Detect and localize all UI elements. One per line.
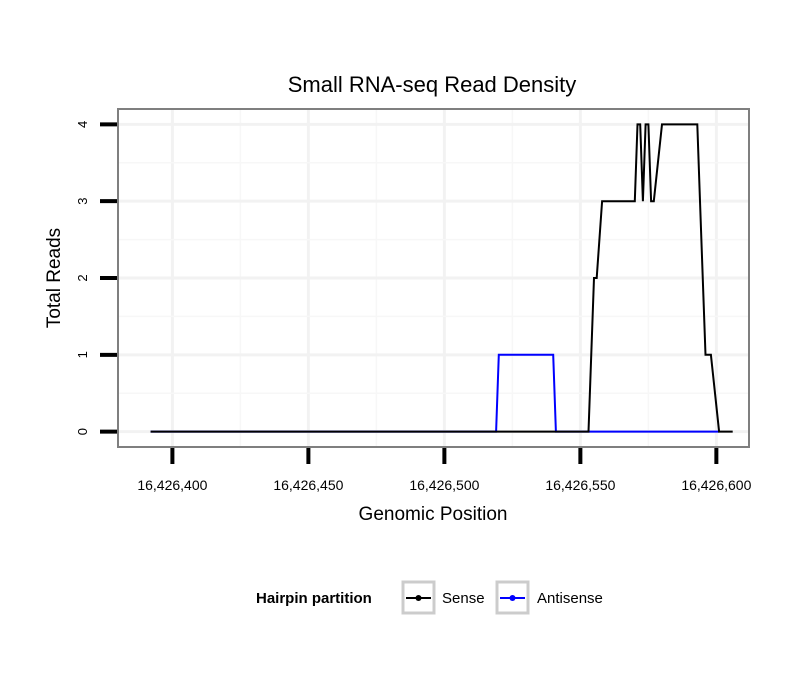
legend-label-sense: Sense — [442, 590, 485, 607]
y-tick-label: 4 — [75, 121, 90, 128]
legend-label-antisense: Antisense — [537, 590, 603, 607]
x-tick-label: 16,426,550 — [545, 477, 615, 493]
chart-title: Small RNA-seq Read Density — [288, 72, 577, 97]
x-axis-title: Genomic Position — [359, 504, 508, 525]
plot-area — [117, 108, 750, 448]
legend-point-antisense — [509, 595, 516, 601]
x-tick-label: 16,426,450 — [273, 477, 343, 493]
legend-point-sense — [415, 595, 422, 601]
y-tick-label: 0 — [75, 428, 90, 435]
y-tick-label: 2 — [75, 274, 90, 281]
legend: Hairpin partition Sense Antisense — [256, 580, 603, 615]
plot-border — [117, 108, 750, 448]
y-axis: 0 1 2 3 4 — [75, 121, 117, 435]
x-tick-label: 16,426,500 — [409, 477, 479, 493]
x-tick-label: 16,426,400 — [137, 477, 207, 493]
y-tick-label: 3 — [75, 198, 90, 205]
series-line-sense — [150, 123, 733, 433]
series-layer — [150, 123, 733, 433]
legend-title: Hairpin partition — [256, 590, 372, 607]
x-tick-label: 16,426,600 — [681, 477, 751, 493]
x-axis: 16,426,400 16,426,450 16,426,500 16,426,550… — [137, 448, 752, 493]
y-tick-label: 1 — [75, 351, 90, 358]
y-axis-title: Total Reads — [44, 228, 65, 328]
